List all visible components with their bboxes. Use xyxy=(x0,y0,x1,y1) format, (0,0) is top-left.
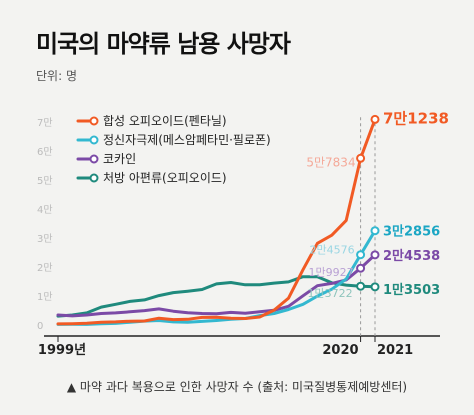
legend-item: 합성 오피오이드(펜타닐) xyxy=(103,114,227,128)
y-tick-label: 6만 xyxy=(37,146,53,158)
line-chart: 0 1만 2만 3만 4만 5만 6만 7만 1999년 2020 2021 7만1238 5만7834… xyxy=(37,109,449,358)
data-point xyxy=(370,114,380,124)
legend-item: 정신자극제(메스암페타민·필로폰) xyxy=(103,133,271,147)
y-tick-label: 7만 xyxy=(37,117,53,129)
y-tick-label: 1만 xyxy=(37,291,53,303)
data-point xyxy=(370,250,380,260)
data-point xyxy=(356,281,366,291)
data-point xyxy=(356,263,366,273)
legend-item: 코카인 xyxy=(103,152,136,166)
y-tick-label: 5만 xyxy=(37,175,53,187)
x-tick-label: 1999년 xyxy=(38,343,86,358)
unit-label: 단위: 명 xyxy=(36,69,77,83)
caption: ▲ 마약 과다 복용으로 인한 사망자 수 (출처: 미국질병통제예방센터) xyxy=(66,380,408,394)
y-tick-label: 0 xyxy=(37,321,43,332)
chart-title: 미국의 마약류 남용 사망자 xyxy=(36,30,291,58)
y-tick-label: 3만 xyxy=(37,233,53,245)
x-tick-label: 2021 xyxy=(377,343,413,358)
data-point xyxy=(356,250,366,260)
data-label: 7만1238 xyxy=(383,109,449,127)
y-tick-label: 4만 xyxy=(37,204,53,216)
data-label: 5만7834 xyxy=(306,155,355,169)
series-line xyxy=(56,253,377,318)
data-label: 1만3722 xyxy=(307,287,352,300)
data-label: 2만4576 xyxy=(309,244,354,257)
data-label: 3만2856 xyxy=(383,224,440,240)
legend-marker xyxy=(89,116,99,126)
y-tick-label: 2만 xyxy=(37,262,53,274)
data-label: 1만9927 xyxy=(308,266,353,279)
series-line xyxy=(56,117,377,326)
data-point xyxy=(370,226,380,236)
legend-marker xyxy=(89,173,99,183)
legend-marker xyxy=(89,135,99,145)
data-label: 1만3503 xyxy=(383,282,440,298)
data-point xyxy=(370,282,380,292)
data-label: 2만4538 xyxy=(383,248,440,264)
series-line xyxy=(56,275,377,318)
legend-item: 처방 아편류(오피오이드) xyxy=(103,171,227,185)
x-tick-label: 2020 xyxy=(322,343,358,358)
legend-marker xyxy=(89,154,99,164)
data-point xyxy=(356,153,366,163)
